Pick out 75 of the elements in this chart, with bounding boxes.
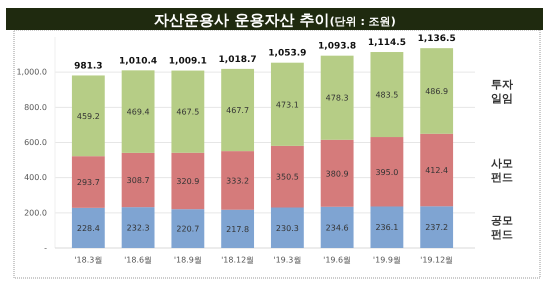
y-tick-label: 600.0 (24, 138, 47, 148)
bar (171, 152, 204, 210)
bar (420, 206, 454, 248)
total-label: 1,114.5 (368, 38, 406, 48)
data-label: 333.2 (226, 176, 250, 186)
x-tick-label: '18.3월 (74, 256, 102, 265)
data-label: 230.3 (276, 224, 299, 233)
x-tick-label: '19.9월 (372, 256, 401, 265)
y-tick-label: 800.0 (24, 102, 47, 112)
bar (221, 68, 254, 152)
x-tick-label: '18.6월 (124, 256, 152, 265)
total-label: 1,009.1 (168, 56, 207, 67)
bar (420, 134, 454, 206)
bar (221, 151, 254, 210)
data-label: 395.0 (375, 168, 398, 177)
bar (72, 208, 105, 248)
bar (270, 208, 304, 248)
data-label: 220.7 (176, 224, 200, 234)
data-label: 467.5 (176, 108, 200, 117)
bar (320, 206, 354, 248)
data-label: 350.5 (276, 172, 299, 182)
bar (221, 210, 254, 248)
data-label: 232.3 (126, 224, 150, 233)
x-tick-label: '19.3월 (273, 256, 302, 265)
bar (420, 48, 454, 134)
bar (122, 70, 155, 153)
data-label: 308.7 (126, 176, 150, 186)
bar (320, 56, 354, 140)
text: 투자일임 (491, 78, 513, 105)
data-label: 459.2 (76, 112, 100, 121)
x-tick-label: '19.12월 (420, 256, 454, 265)
bar (171, 70, 204, 153)
y-tick-label: 200.0 (24, 208, 47, 218)
bar (370, 137, 404, 206)
x-tick-label: '18.9월 (174, 256, 202, 265)
bar (270, 62, 304, 146)
data-label: 380.9 (326, 169, 349, 178)
total-label: 981.3 (74, 61, 103, 72)
data-label: 478.3 (326, 94, 349, 103)
total-label: 1,136.5 (418, 34, 456, 44)
chart-title: 자산운용사 운용자산 추이 (154, 11, 330, 29)
bar (370, 206, 404, 248)
y-tick-label: - (44, 244, 48, 253)
bar (270, 146, 304, 208)
total-label: 1,010.4 (119, 56, 158, 66)
total-label: 1,018.7 (218, 54, 257, 65)
data-label: 236.1 (375, 223, 398, 232)
bar (320, 140, 354, 207)
bar (171, 209, 204, 248)
data-label: 293.7 (76, 178, 100, 188)
chart-subtitle: (단위 : 조원) (330, 15, 396, 28)
data-label: 228.4 (76, 224, 100, 233)
y-tick-label: 400.0 (24, 173, 47, 182)
bar (122, 207, 155, 248)
data-label: 483.5 (375, 90, 398, 100)
x-tick-label: '18.12월 (221, 256, 254, 265)
total-label: 1,093.8 (318, 42, 356, 52)
y-tick-label: 1,000.0 (16, 68, 47, 77)
data-label: 237.2 (425, 223, 448, 232)
data-label: 412.4 (425, 166, 448, 176)
total-label: 1,053.9 (268, 48, 306, 59)
data-label: 234.6 (326, 223, 349, 232)
bar (72, 156, 105, 208)
bar (122, 152, 155, 208)
data-label: 320.9 (176, 176, 200, 186)
text: 공모펀드 (491, 214, 513, 242)
data-label: 473.1 (276, 100, 299, 110)
text: 사모펀드 (491, 157, 513, 184)
data-label: 467.7 (226, 106, 250, 115)
bar (72, 75, 105, 156)
x-tick-label: '19.6월 (323, 256, 352, 265)
data-label: 486.9 (425, 86, 448, 96)
data-label: 217.8 (226, 224, 250, 234)
bar (370, 52, 404, 138)
data-label: 469.4 (126, 108, 150, 117)
